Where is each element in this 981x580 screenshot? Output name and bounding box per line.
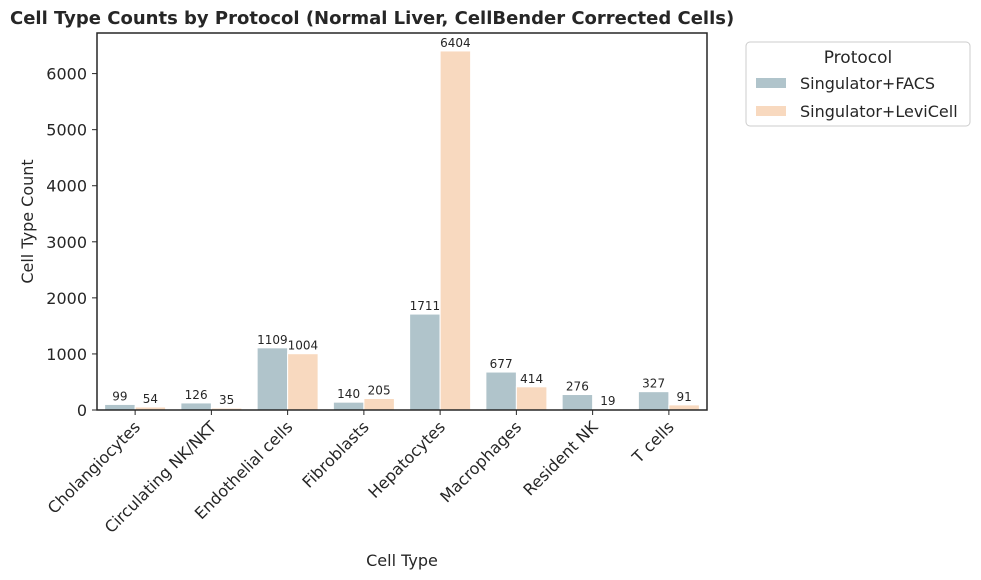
bars-layer: 99 54 126 35 1109 1004 140 205 1711 6404 677 414 276… [104,36,700,411]
x-tick-label: Macrophages [436,417,525,506]
legend-title: Protocol [824,48,893,68]
y-tick-label: 2000 [46,289,87,308]
x-tick-label: Hepatocytes [364,417,449,502]
legend-entry-label: Singulator+LeviCell [800,102,958,121]
x-tick-label: Resident NK [519,417,601,499]
y-tick-label: 6000 [46,65,87,84]
y-tick-label: 3000 [46,233,87,252]
bar-value-label: 1004 [288,339,319,353]
bar-value-label: 327 [642,377,665,391]
bar-value-label: 35 [219,393,234,407]
y-axis-label: Cell Type Count [18,159,37,283]
bar-value-label: 276 [566,380,589,394]
bar-facs [561,394,594,411]
bar-levicell [287,353,319,411]
legend: Protocol Singulator+FACS Singulator+LeviC… [745,41,971,127]
bar-value-label: 677 [490,357,513,371]
bar-value-label: 414 [520,372,543,386]
y-tick-label: 4000 [46,177,87,196]
bar-facs [104,403,136,411]
chart-title: Cell Type Counts by Protocol (Normal Liv… [10,8,734,29]
bar-levicell [668,404,700,411]
legend-swatch [756,106,786,116]
bar-facs [332,401,365,411]
bar-facs [637,391,670,411]
bar-value-label: 91 [676,390,691,404]
bar-facs [485,371,517,411]
y-tick-label: 5000 [46,121,87,140]
bar-facs [180,402,212,411]
bar-levicell [439,50,472,411]
y-axis-ticks: 0 1000 2000 3000 4000 5000 6000 [46,65,97,420]
legend-frame [745,41,971,127]
plot-frame [96,32,708,411]
bar-value-label: 126 [185,388,208,402]
y-tick-label: 1000 [46,345,87,364]
legend-entry-label: Singulator+FACS [800,74,935,93]
bar-facs [409,313,441,411]
bar-value-label: 1711 [410,299,441,313]
bar-value-label: 6404 [440,36,471,50]
x-tick-label: T cells [628,417,678,467]
bar-levicell [363,398,395,411]
bar-levicell [515,386,548,411]
bar-value-label: 19 [600,394,615,408]
y-tick-label: 0 [77,401,87,420]
legend-swatch [756,78,786,88]
x-tick-label: Fibroblasts [298,417,372,491]
bar-facs [256,347,289,411]
x-axis-label: Cell Type [366,551,438,570]
legend-items: Singulator+FACS Singulator+LeviCell [756,74,958,121]
bar-value-label: 1109 [257,333,288,347]
bar-value-label: 140 [337,387,360,401]
bar-value-label: 54 [143,392,158,406]
bar-value-label: 205 [368,384,391,398]
bar-value-label: 99 [112,389,127,403]
